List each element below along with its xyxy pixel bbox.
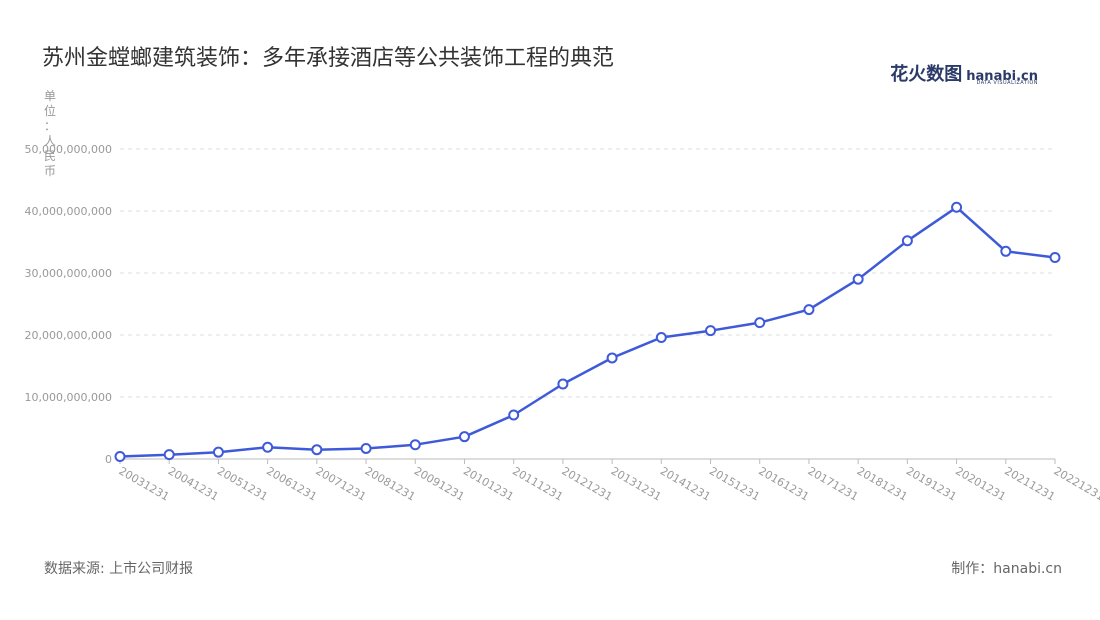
x-tick-label: 20211231 [1002, 464, 1057, 503]
y-tick-label: 20,000,000,000 [25, 329, 112, 342]
x-tick-label: 20051231 [215, 464, 270, 503]
x-tick-label: 20111231 [510, 464, 565, 503]
data-point [852, 273, 864, 285]
x-tick-label: 20221231 [1052, 464, 1100, 503]
chart-title: 苏州金螳螂建筑装饰：多年承接酒店等公共装饰工程的典范 [42, 46, 615, 71]
x-tick-label: 20181231 [855, 464, 910, 503]
x-tick-label: 20061231 [264, 464, 319, 503]
y-tick-label: 50,000,000,000 [25, 143, 112, 156]
data-point [1049, 252, 1061, 263]
series-revenue [114, 201, 1061, 463]
x-tick-label: 20031231 [117, 464, 172, 503]
x-tick-label: 20131231 [609, 464, 664, 503]
data-source: 数据来源: 上市公司财报 [44, 561, 194, 577]
data-point [754, 317, 766, 329]
x-tick-label: 20191231 [904, 464, 959, 503]
y-tick-label: 30,000,000,000 [25, 267, 112, 280]
x-tick-label: 20071231 [313, 464, 368, 503]
x-tick-label: 20161231 [756, 464, 811, 503]
data-point [262, 441, 274, 453]
x-tick-label: 20201231 [953, 464, 1008, 503]
y-tick-label: 40,000,000,000 [25, 205, 112, 218]
x-tick-label: 20151231 [707, 464, 762, 503]
data-point [803, 304, 815, 316]
data-point [360, 442, 372, 454]
x-tick-label: 20121231 [559, 464, 614, 503]
data-point [311, 444, 323, 456]
y-tick-label: 10,000,000,000 [25, 391, 112, 404]
data-point [114, 451, 126, 463]
data-point [606, 352, 618, 364]
x-axis: 2003123120041231200512312006123120071231… [117, 458, 1100, 504]
x-tick-label: 20081231 [363, 464, 418, 503]
grid-lines [120, 148, 1055, 398]
x-tick-label: 20141231 [658, 464, 713, 503]
brand-name-cn: 花火数图 [890, 64, 963, 85]
brand-name-en: hanabi.cn [966, 69, 1038, 84]
data-point [705, 325, 717, 337]
y-axis-label: 单位：人民币 [44, 89, 56, 178]
data-point [557, 378, 569, 390]
y-axis-title: 单位：人民币 [44, 89, 56, 178]
y-axis-ticks: 0 10,000,000,000 20,000,000,000 30,000,000,… [25, 143, 112, 466]
data-point [951, 201, 963, 213]
x-tick-label: 20041231 [166, 464, 221, 503]
data-point [901, 235, 913, 247]
x-tick-label: 20091231 [412, 464, 467, 503]
data-point [212, 446, 224, 458]
data-point [1000, 245, 1012, 257]
data-point [655, 331, 667, 343]
data-point [409, 439, 421, 451]
data-point [458, 431, 470, 443]
series-line [119, 206, 1056, 458]
data-point [508, 409, 520, 421]
credit: 制作：hanabi.cn [951, 561, 1062, 577]
x-tick-label: 20171231 [805, 464, 860, 503]
brand-logo: 花火数图 hanabi.cn [890, 60, 1038, 86]
y-tick-label: 0 [105, 453, 112, 466]
brand-subtitle: DATA VISUALIZATION [976, 80, 1038, 86]
data-point [163, 449, 175, 461]
x-tick-label: 20101231 [461, 464, 516, 503]
